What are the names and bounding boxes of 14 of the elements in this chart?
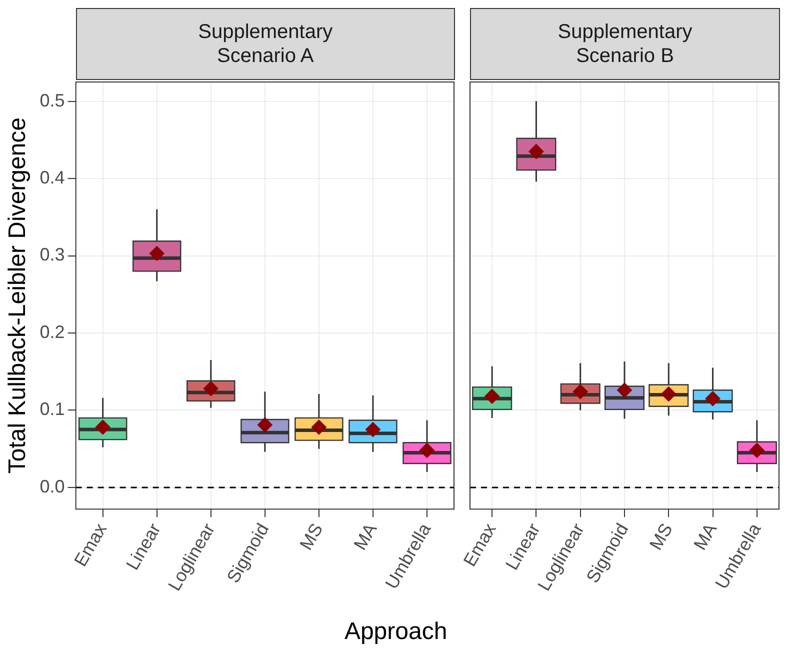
x-tick-label: MA xyxy=(350,520,381,554)
y-tick-label: 0.3 xyxy=(40,244,65,265)
y-tick-label: 0.5 xyxy=(40,90,65,110)
y-tick-label: 0.2 xyxy=(40,322,65,342)
y-tick-label: 0.4 xyxy=(40,168,65,188)
y-tick-label: 0.1 xyxy=(40,399,65,420)
chart-title: Supplementary Scenario A xyxy=(76,8,455,80)
x-tick-label: MS xyxy=(646,520,676,554)
chart-title: Supplementary Scenario B xyxy=(470,8,780,80)
x-axis-title: Approach xyxy=(344,618,448,646)
x-tick-label: MA xyxy=(690,520,721,554)
y-tick-label: 0.0 xyxy=(40,476,65,496)
x-tick-label: MS xyxy=(296,520,327,554)
y-axis-title: Total Kullback-Leibler Divergence xyxy=(4,117,32,474)
